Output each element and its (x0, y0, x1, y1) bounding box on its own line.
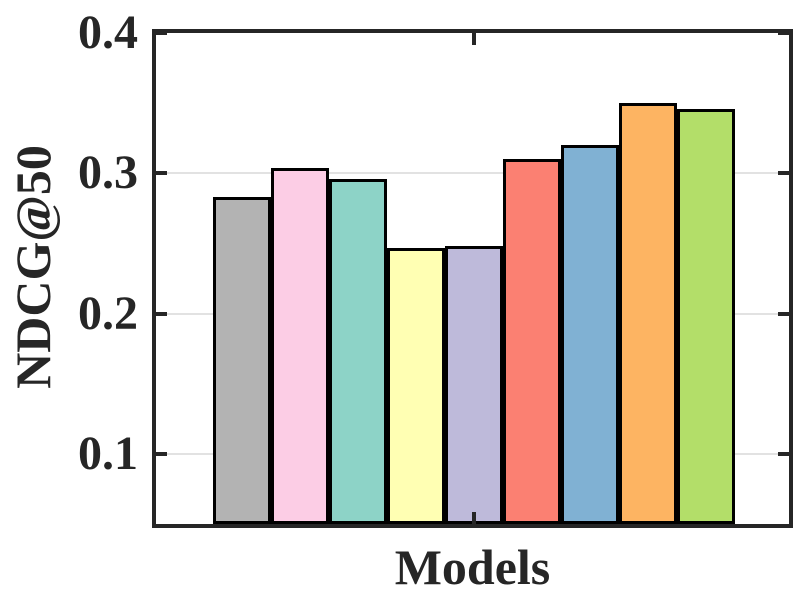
y-tick-label: 0.1 (78, 426, 138, 480)
bar (271, 168, 329, 524)
y-tick-label: 0.2 (78, 286, 138, 340)
bar (445, 246, 503, 524)
x-tick-mark (472, 33, 476, 45)
plot-area (152, 29, 793, 528)
y-tick-mark (778, 311, 789, 316)
y-tick-mark (156, 451, 167, 456)
bar (503, 159, 561, 524)
y-tick-mark (778, 171, 789, 176)
bar (561, 145, 619, 524)
bar (677, 109, 735, 524)
y-tick-mark (778, 451, 789, 456)
y-tick-mark (156, 171, 167, 176)
y-tick-mark (156, 31, 167, 35)
x-axis-label: Models (394, 539, 551, 595)
y-tick-label: 0.4 (78, 6, 138, 59)
bar (329, 179, 387, 524)
y-tick-mark (156, 311, 167, 316)
bar (387, 248, 445, 524)
bar (619, 103, 677, 524)
bar (213, 197, 271, 524)
gridline (156, 172, 789, 175)
y-tick-mark (778, 31, 789, 35)
y-tick-label: 0.3 (78, 146, 138, 200)
x-tick-mark (472, 512, 476, 524)
